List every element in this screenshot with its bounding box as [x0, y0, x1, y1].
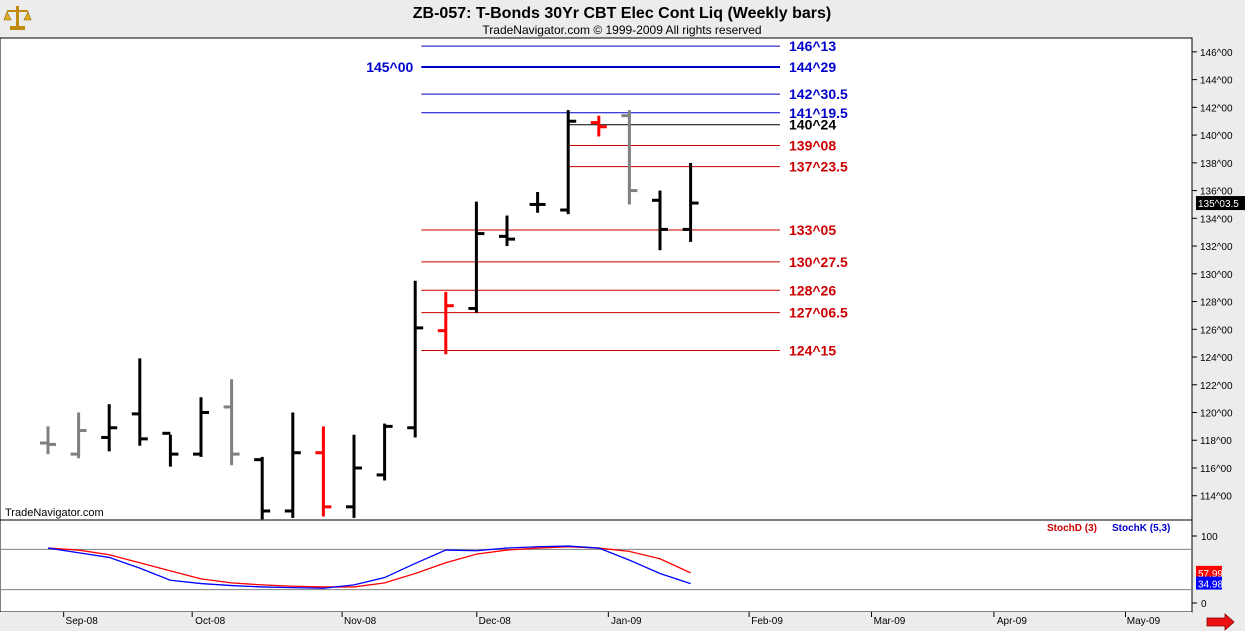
ohlc-bar: [223, 379, 240, 466]
price-tick-label: 116^00: [1200, 464, 1232, 475]
date-label: Feb-09: [751, 616, 783, 627]
date-axis: [0, 612, 1192, 631]
level-label: 139^08: [789, 137, 836, 153]
price-tick-label: 118^00: [1200, 436, 1232, 447]
last-price-box: [1196, 196, 1245, 211]
price-tick-label: 128^00: [1200, 298, 1233, 309]
ohlc-bar: [162, 431, 179, 467]
ohlc-bar: [254, 456, 271, 520]
price-tick-label: 146^00: [1200, 48, 1233, 59]
level-left-label: 145^00: [366, 59, 413, 75]
arrow-right-icon[interactable]: [1206, 613, 1235, 631]
price-panel: [0, 37, 1193, 521]
bars-layer: [40, 110, 699, 520]
ohlc-bar: [376, 423, 393, 481]
price-tick-label: 138^00: [1200, 159, 1233, 170]
stochd-legend: StochD (3): [1047, 523, 1097, 534]
stochk-legend: StochK (5,3): [1112, 523, 1170, 534]
ohlc-bar: [590, 115, 607, 137]
date-label: May-09: [1127, 616, 1161, 627]
watermark-text: TradeNavigator.com: [5, 507, 104, 519]
ohlc-bar: [499, 215, 515, 247]
stochastic-panel: [0, 519, 1193, 613]
price-tick-label: 114^00: [1200, 492, 1232, 503]
level-label: 130^27.5: [789, 254, 848, 270]
ohlc-bar: [131, 358, 148, 446]
stoch-tick-label: 100: [1201, 532, 1218, 543]
level-label: 137^23.5: [789, 159, 848, 175]
price-tick-label: 140^00: [1200, 131, 1233, 142]
price-tick-label: 122^00: [1200, 381, 1233, 392]
last-price-label: 135^03.5: [1198, 199, 1239, 210]
stoch-series-line: [47, 545, 691, 589]
level-label: 133^05: [789, 222, 836, 238]
date-label: Apr-09: [997, 616, 1027, 627]
date-label: Dec-08: [479, 616, 512, 627]
level-label: 141^19.5: [789, 105, 848, 121]
ohlc-bar: [621, 110, 638, 205]
price-tick-label: 136^00: [1200, 187, 1233, 198]
price-tick-label: 144^00: [1200, 76, 1233, 87]
ohlc-bar: [70, 412, 87, 459]
date-label: Oct-08: [195, 616, 225, 627]
ohlc-bar: [315, 426, 332, 517]
price-tick-label: 124^00: [1200, 353, 1233, 364]
x-axis-labels: Sep-08 Oct-08 Nov-08 Dec-08 Jan-09 Feb-09 Mar-…: [63, 612, 1161, 627]
levels-layer: 146^13 144^29 145^00 142^30.5 141^19.5140^24…: [366, 38, 848, 358]
stochk-last-box: [1196, 576, 1222, 590]
level-label: 124^15: [789, 343, 836, 359]
ohlc-bar: [529, 191, 546, 213]
stochd-last-box: [1196, 565, 1222, 579]
stochk-last-label: 34.98: [1198, 580, 1223, 591]
ohlc-bar: [101, 404, 118, 452]
level-label: 142^30.5: [789, 86, 848, 102]
level-label: 127^06.5: [789, 305, 848, 321]
ohlc-bar: [407, 280, 424, 438]
level-label: 128^26: [789, 282, 836, 298]
date-label: Sep-08: [66, 616, 99, 627]
price-tick-label: 130^00: [1200, 270, 1233, 281]
date-label: Nov-08: [344, 616, 377, 627]
price-tick-label: 126^00: [1200, 325, 1233, 336]
ohlc-bar: [346, 434, 362, 518]
price-tick-label: 142^00: [1200, 103, 1233, 114]
ohlc-bar: [193, 397, 209, 457]
ohlc-bar: [682, 162, 699, 242]
ohlc-bar: [468, 201, 485, 313]
ohlc-bar: [284, 412, 301, 518]
price-tick-label: 134^00: [1200, 214, 1233, 225]
level-label: 140^24: [789, 117, 836, 133]
ohlc-bar: [40, 426, 56, 455]
ohlc-bar: [437, 291, 454, 355]
stoch-tick-label: 0: [1201, 599, 1207, 610]
scales-icon[interactable]: [3, 6, 32, 30]
level-label: 144^29: [789, 59, 836, 75]
price-axis: 146^00 144^00 142^00 140^00 138^00 136^00 134^…: [1192, 48, 1245, 503]
ohlc-bar: [652, 190, 668, 251]
ohlc-bar: [560, 110, 577, 215]
chart-title: ZB-057: T-Bonds 30Yr CBT Elec Cont Liq (…: [413, 5, 831, 22]
level-label: 146^13: [789, 38, 836, 54]
date-label: Jan-09: [611, 616, 642, 627]
price-tick-label: 120^00: [1200, 409, 1233, 420]
price-tick-label: 132^00: [1200, 242, 1233, 253]
stochd-last-label: 57.99: [1198, 569, 1223, 580]
chart-subtitle: TradeNavigator.com © 1999-2009 All right…: [482, 23, 761, 37]
date-label: Mar-09: [874, 616, 906, 627]
